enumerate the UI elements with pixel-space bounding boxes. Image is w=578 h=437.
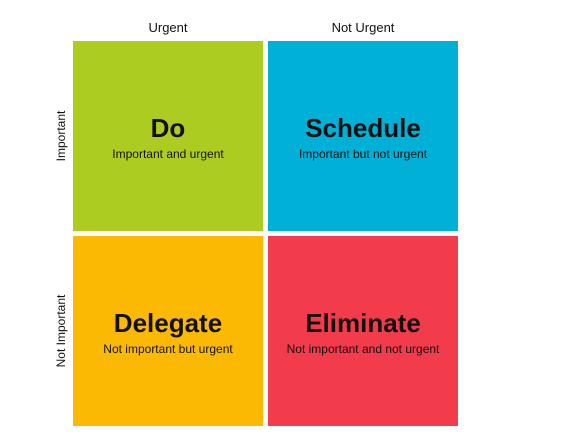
column-label-not-urgent: Not Urgent bbox=[331, 20, 395, 35]
quadrant-title: Schedule bbox=[305, 113, 421, 143]
quadrant-title: Delegate bbox=[113, 308, 223, 338]
quadrant-subtitle: Not important but urgent bbox=[103, 342, 233, 356]
quadrant-schedule: Schedule Important but not urgent bbox=[268, 41, 458, 231]
column-label-urgent: Urgent bbox=[148, 20, 188, 35]
quadrant-title: Do bbox=[150, 113, 186, 143]
row-label-not-important: Not Important bbox=[54, 294, 68, 368]
quadrant-subtitle: Important but not urgent bbox=[298, 147, 428, 161]
row-label-important: Important bbox=[54, 110, 68, 162]
quadrant-eliminate: Eliminate Not important and not urgent bbox=[268, 236, 458, 426]
quadrant-subtitle: Important and urgent bbox=[112, 147, 224, 161]
quadrant-subtitle: Not important and not urgent bbox=[286, 342, 440, 356]
quadrant-do: Do Important and urgent bbox=[73, 41, 263, 231]
quadrant-title: Eliminate bbox=[305, 308, 421, 338]
quadrant-delegate: Delegate Not important but urgent bbox=[73, 236, 263, 426]
